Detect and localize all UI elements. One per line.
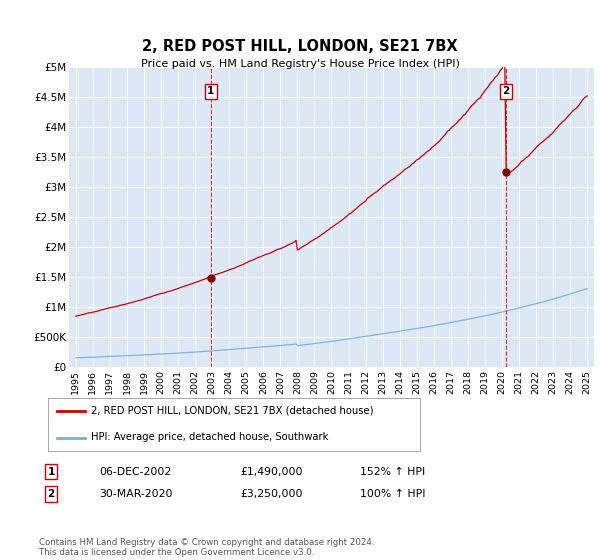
Text: Contains HM Land Registry data © Crown copyright and database right 2024.
This d: Contains HM Land Registry data © Crown c… — [39, 538, 374, 557]
Text: 30-MAR-2020: 30-MAR-2020 — [99, 489, 173, 499]
Text: Price paid vs. HM Land Registry's House Price Index (HPI): Price paid vs. HM Land Registry's House … — [140, 59, 460, 69]
Text: 2, RED POST HILL, LONDON, SE21 7BX: 2, RED POST HILL, LONDON, SE21 7BX — [142, 39, 458, 54]
Text: 1: 1 — [207, 86, 214, 96]
Text: 2: 2 — [503, 86, 510, 96]
Text: 152% ↑ HPI: 152% ↑ HPI — [360, 466, 425, 477]
Text: £3,250,000: £3,250,000 — [240, 489, 302, 499]
Text: 100% ↑ HPI: 100% ↑ HPI — [360, 489, 425, 499]
Text: HPI: Average price, detached house, Southwark: HPI: Average price, detached house, Sout… — [91, 432, 328, 442]
Text: £1,490,000: £1,490,000 — [240, 466, 302, 477]
Text: 2: 2 — [47, 489, 55, 499]
Text: 2, RED POST HILL, LONDON, SE21 7BX (detached house): 2, RED POST HILL, LONDON, SE21 7BX (deta… — [91, 406, 373, 416]
Text: 1: 1 — [47, 466, 55, 477]
Text: 06-DEC-2002: 06-DEC-2002 — [99, 466, 171, 477]
